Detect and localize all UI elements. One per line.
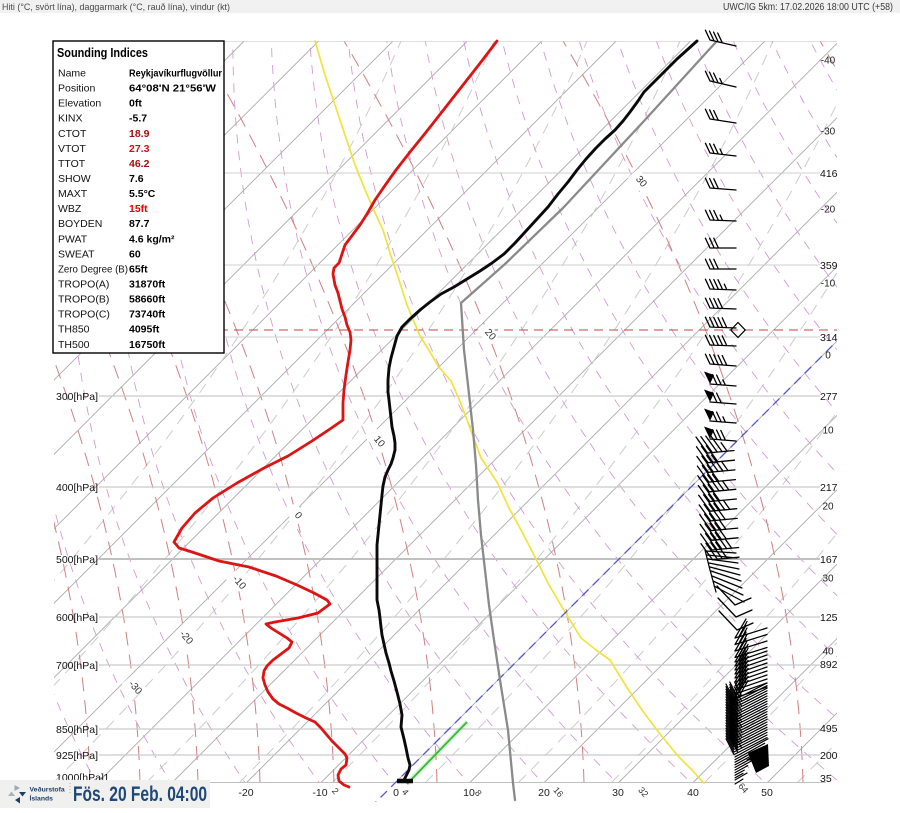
svg-text:416: 416 (820, 168, 838, 180)
svg-text:73740ft: 73740ft (129, 309, 166, 321)
svg-text:TH850: TH850 (58, 324, 90, 336)
svg-text:-40: -40 (821, 56, 836, 67)
svg-text:4: 4 (400, 787, 411, 797)
svg-text:SHOW: SHOW (58, 173, 91, 185)
svg-text:125: 125 (820, 612, 838, 624)
svg-text:600[hPa]: 600[hPa] (56, 612, 98, 624)
svg-text:4953: 4953 (820, 723, 844, 735)
svg-text:60: 60 (129, 248, 141, 260)
svg-text:Fös. 20 Feb. 04:00: Fös. 20 Feb. 04:00 (73, 783, 207, 806)
svg-text:Zero Degree (B): Zero Degree (B) (58, 263, 128, 275)
svg-text:-1: -1 (100, 772, 109, 784)
svg-text:16750ft: 16750ft (129, 339, 166, 351)
svg-text:-10: -10 (312, 787, 327, 799)
svg-text:Sounding Indices: Sounding Indices (57, 46, 148, 60)
svg-text:277: 277 (820, 391, 838, 403)
svg-text:20: 20 (538, 787, 550, 799)
svg-text:892: 892 (820, 659, 838, 671)
svg-text:CTOT: CTOT (58, 128, 87, 140)
svg-text:2: 2 (330, 786, 341, 796)
svg-text:WBZ: WBZ (58, 203, 82, 215)
svg-text:300[hPa]: 300[hPa] (56, 391, 98, 403)
svg-text:4.6 kg/m²: 4.6 kg/m² (129, 233, 175, 245)
svg-text:0: 0 (393, 787, 399, 799)
svg-text:30: 30 (612, 787, 624, 799)
svg-text:BOYDEN: BOYDEN (58, 218, 102, 230)
svg-text:-30: -30 (821, 127, 836, 138)
svg-text:500[hPa]: 500[hPa] (56, 554, 98, 566)
svg-text:Hiti (°C, svört lína), daggarm: Hiti (°C, svört lína), daggarmark (°C, r… (2, 2, 230, 13)
svg-text:0: 0 (825, 351, 831, 362)
svg-text:40: 40 (687, 787, 699, 799)
svg-text:7.6: 7.6 (129, 173, 144, 185)
svg-text:314: 314 (820, 332, 838, 344)
svg-text:700[hPa]: 700[hPa] (56, 660, 98, 672)
svg-text:Reykjavíkurflugvöllur: Reykjavíkurflugvöllur (129, 68, 222, 80)
svg-text:64: 64 (736, 781, 750, 795)
svg-text:Elevation: Elevation (58, 98, 101, 110)
svg-text:58660ft: 58660ft (129, 294, 166, 306)
svg-text:46.2: 46.2 (129, 158, 150, 170)
svg-text:UWC/IG 5km: 17.02.2026 18:00 U: UWC/IG 5km: 17.02.2026 18:00 UTC (+58) (723, 2, 893, 13)
svg-text:Position: Position (58, 83, 96, 95)
svg-text:50: 50 (761, 787, 773, 799)
svg-text:359: 359 (820, 260, 838, 272)
svg-text:87.7: 87.7 (129, 218, 150, 230)
svg-text:925[hPa]: 925[hPa] (56, 750, 98, 762)
svg-text:40: 40 (822, 647, 834, 658)
svg-text:850[hPa]: 850[hPa] (56, 724, 98, 736)
svg-text:-5.7: -5.7 (129, 113, 147, 125)
svg-text:-20: -20 (821, 205, 836, 216)
svg-text:-10: -10 (821, 279, 836, 290)
svg-text:TTOT: TTOT (58, 158, 86, 170)
svg-text:10: 10 (463, 787, 475, 799)
svg-text:PWAT: PWAT (58, 233, 88, 245)
svg-text:8: 8 (473, 788, 484, 798)
svg-text:0ft: 0ft (129, 98, 142, 110)
svg-text:KINX: KINX (58, 113, 83, 125)
svg-text:5.5°C: 5.5°C (129, 188, 156, 200)
svg-text:TH500: TH500 (58, 339, 90, 351)
svg-text:31870ft: 31870ft (129, 279, 166, 291)
svg-text:20: 20 (822, 502, 834, 513)
svg-text:27.3: 27.3 (129, 143, 150, 155)
svg-text:32: 32 (636, 785, 650, 799)
svg-text:-20: -20 (238, 787, 253, 799)
svg-text:Íslands: Íslands (30, 794, 54, 803)
svg-text:0: 0 (292, 510, 304, 522)
svg-text:400[hPa]: 400[hPa] (56, 482, 98, 494)
svg-text:64°08'N 21°56'W: 64°08'N 21°56'W (129, 83, 216, 95)
svg-text:18.9: 18.9 (129, 128, 150, 140)
svg-text:65ft: 65ft (129, 263, 148, 275)
svg-text:35: 35 (820, 773, 832, 785)
svg-text:1675: 1675 (820, 554, 844, 566)
svg-text:16: 16 (551, 785, 565, 799)
svg-text:10: 10 (822, 426, 834, 437)
svg-text:Name: Name (58, 68, 86, 80)
svg-text:MAXT: MAXT (58, 188, 88, 200)
svg-text:15ft: 15ft (129, 203, 148, 215)
svg-text:TROPO(A): TROPO(A) (58, 279, 109, 291)
svg-text:4095ft: 4095ft (129, 324, 160, 336)
svg-text:TROPO(B): TROPO(B) (58, 294, 109, 306)
svg-text:SWEAT: SWEAT (58, 248, 95, 260)
svg-text:VTOT: VTOT (58, 143, 86, 155)
svg-text:Veðurstofa: Veðurstofa (30, 786, 65, 794)
svg-text:TROPO(C): TROPO(C) (58, 309, 110, 321)
svg-text:200: 200 (820, 750, 838, 762)
svg-text:30: 30 (822, 574, 834, 585)
svg-text:217: 217 (820, 482, 838, 494)
